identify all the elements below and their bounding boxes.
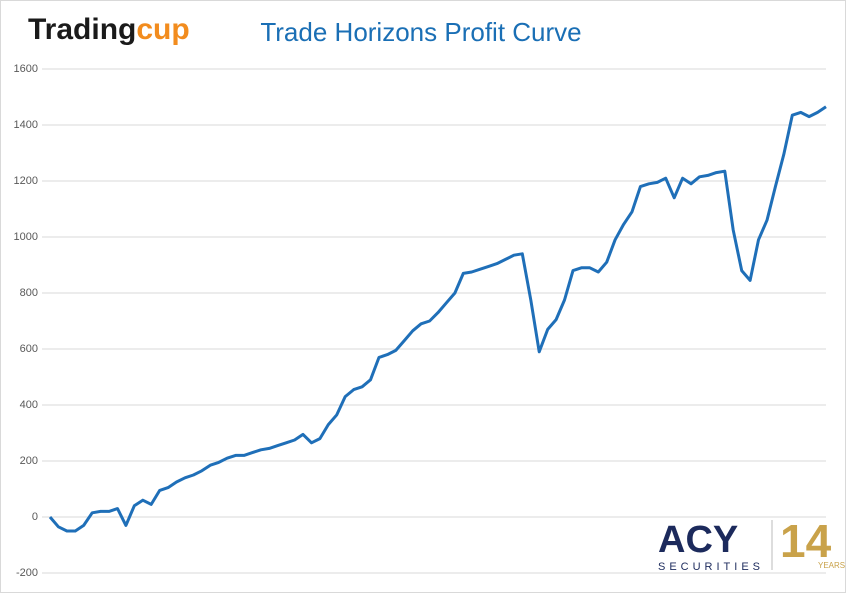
y-tick-label: 200 [20, 455, 38, 467]
brand-part: Trading [28, 13, 136, 46]
y-tick-label: 1000 [14, 231, 38, 243]
brand-part: cup [136, 13, 189, 46]
acy-name: ACY [658, 519, 738, 561]
years-label: YEARS [818, 561, 845, 570]
y-tick-label: 400 [20, 399, 38, 411]
y-tick-label: 800 [20, 287, 38, 299]
y-tick-label: 0 [32, 511, 38, 523]
chart-title: Trade Horizons Profit Curve [260, 17, 581, 47]
y-tick-label: 1600 [14, 63, 38, 75]
plot-area: -200 0 200 400 600 800 1000 1200 1400 1600 [14, 63, 827, 579]
years-number: 14 [780, 515, 832, 567]
brand-logo: Tradingcup [28, 13, 190, 46]
profit-line [48, 105, 827, 533]
acy-logo: ACY SECURITIES 14 YEARS [658, 515, 845, 573]
y-tick-label: 600 [20, 343, 38, 355]
y-tick-label: -200 [16, 567, 38, 579]
y-tick-label: 1400 [14, 119, 38, 131]
acy-sub: SECURITIES [658, 561, 764, 573]
y-tick-label: 1200 [14, 175, 38, 187]
